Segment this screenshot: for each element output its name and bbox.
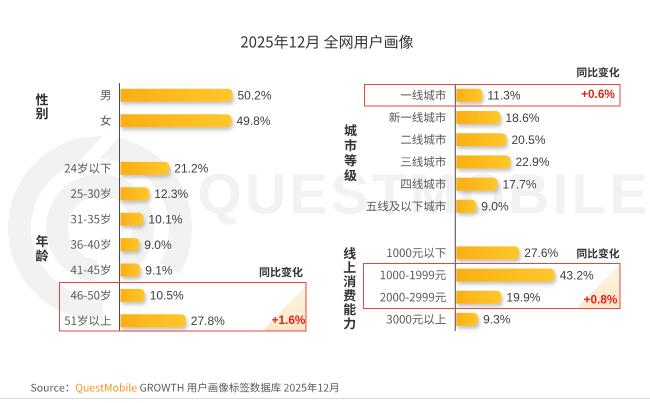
svg-text:+1.6%: +1.6%	[272, 313, 306, 327]
svg-text:11.3%: 11.3%	[487, 89, 520, 103]
svg-text:12.3%: 12.3%	[154, 187, 188, 201]
svg-text:+0.6%: +0.6%	[581, 87, 615, 101]
svg-text:18.6%: 18.6%	[505, 111, 539, 125]
svg-text:+0.8%: +0.8%	[584, 292, 618, 306]
svg-text:10.1%: 10.1%	[148, 213, 182, 227]
svg-text:22.9%: 22.9%	[516, 155, 550, 169]
svg-text:9.0%: 9.0%	[481, 200, 509, 214]
svg-text:27.6%: 27.6%	[524, 246, 558, 260]
svg-text:27.8%: 27.8%	[191, 314, 225, 328]
svg-text:9.3%: 9.3%	[483, 313, 511, 327]
svg-text:21.2%: 21.2%	[174, 162, 208, 176]
svg-text:QUESTMOBILE: QUESTMOBILE	[198, 163, 650, 227]
svg-text:19.9%: 19.9%	[506, 291, 540, 305]
svg-text:10.5%: 10.5%	[150, 289, 184, 303]
svg-text:17.7%: 17.7%	[503, 177, 537, 191]
svg-text:50.2%: 50.2%	[238, 89, 272, 103]
svg-text:20.5%: 20.5%	[512, 133, 546, 147]
svg-text:9.1%: 9.1%	[145, 263, 173, 277]
svg-text:43.2%: 43.2%	[560, 268, 594, 282]
svg-text:9.0%: 9.0%	[144, 238, 172, 252]
svg-text:49.8%: 49.8%	[237, 114, 271, 128]
